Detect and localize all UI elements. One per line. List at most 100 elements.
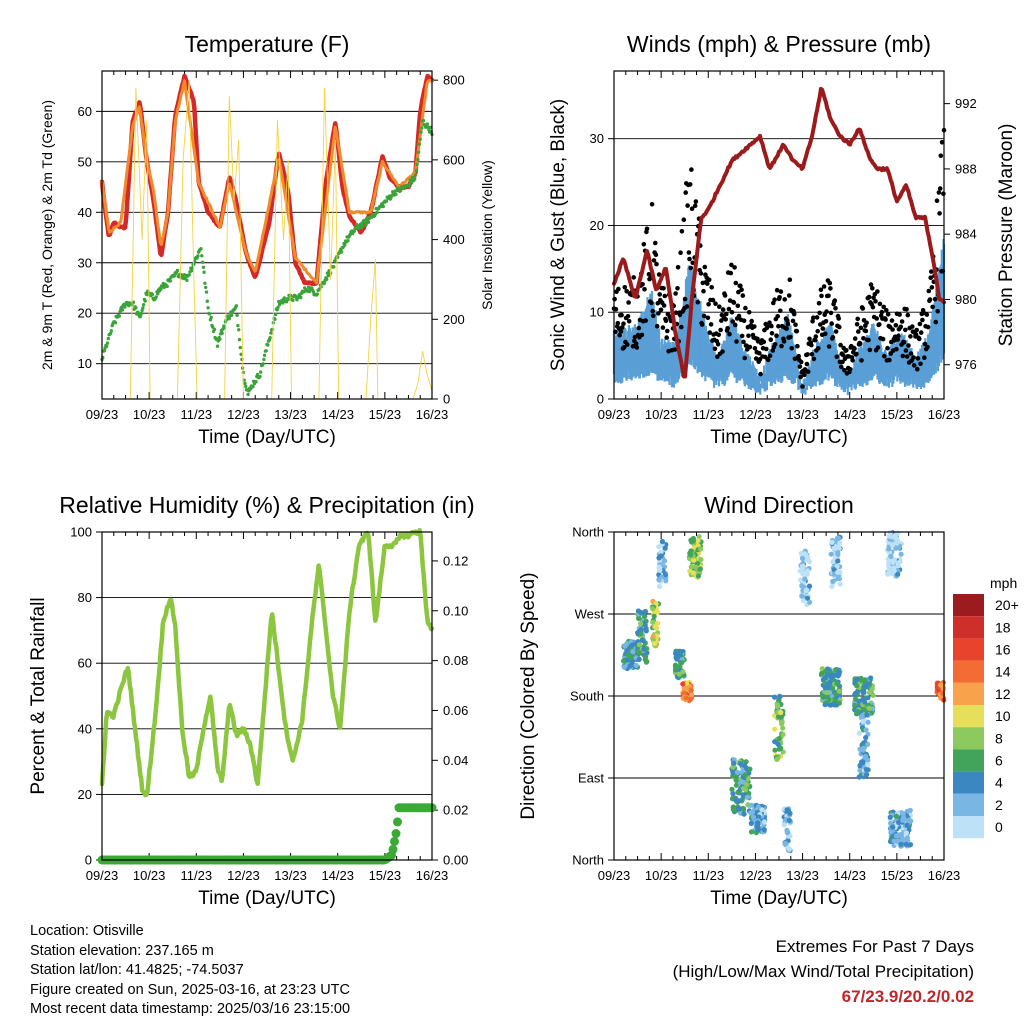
dewpoint-point	[421, 118, 426, 123]
wind-gust-point	[677, 312, 683, 318]
direction-point	[833, 691, 839, 697]
wind-gust-point	[644, 226, 650, 232]
legend-swatch	[953, 727, 984, 750]
direction-point	[895, 571, 901, 577]
wind-gust-point	[715, 342, 721, 347]
wind-gust-point	[898, 324, 904, 330]
wind-gust-point	[881, 304, 886, 310]
legend-label: 16	[995, 642, 1011, 658]
wind-gust-point	[867, 347, 873, 353]
dewpoint-point	[106, 336, 111, 341]
dewpoint-point	[291, 298, 295, 302]
wind-gust-point	[727, 331, 732, 337]
latlon-text: Station lat/lon: 41.4825; -74.5037	[30, 962, 244, 978]
wind-gust-point	[837, 324, 842, 330]
direction-point	[896, 819, 902, 826]
direction-point	[755, 824, 761, 830]
y-tick-label: 0	[597, 392, 604, 407]
x-axis-label: Time (Day/UTC)	[198, 888, 336, 909]
y-tick-label: 10	[590, 305, 604, 320]
wind-gust-point	[911, 355, 916, 360]
wind-gust-point	[816, 346, 821, 351]
wind-gust-point	[705, 315, 711, 321]
wind-gust-point	[917, 321, 923, 327]
wind-gust-point	[821, 284, 827, 289]
direction-point	[854, 676, 860, 682]
direction-point	[860, 688, 867, 694]
direction-point	[865, 695, 871, 701]
x-tick-label: 13/23	[274, 407, 307, 422]
wind-gust-point	[900, 353, 906, 359]
dewpoint-point	[420, 126, 424, 130]
direction-point	[896, 832, 902, 838]
dewpoint-point	[140, 308, 144, 313]
direction-point	[804, 568, 811, 574]
wind-gust-point	[935, 309, 940, 314]
y-right-tick-label: 0	[443, 392, 450, 407]
dewpoint-point	[105, 344, 109, 348]
direction-point	[677, 663, 683, 669]
wind-gust-point	[641, 242, 647, 247]
dewpoint-point	[189, 269, 194, 273]
wind-gust-point	[918, 330, 924, 335]
dewpoint-point	[102, 349, 107, 353]
x-tick-label: 15/23	[881, 868, 914, 883]
station-pressure-series	[612, 86, 946, 379]
wind-gust-point	[903, 327, 908, 333]
direction-point	[674, 656, 680, 662]
wind-gust-point	[785, 321, 791, 327]
direction-point	[642, 613, 648, 619]
direction-point	[780, 725, 786, 731]
x-tick-label: 14/23	[833, 868, 866, 883]
y-right-axis-label: Station Pressure (Maroon)	[996, 124, 1017, 347]
wind-gust-point	[741, 339, 746, 345]
wind-gust-point	[761, 339, 767, 345]
wind-gust-point	[875, 289, 880, 294]
dewpoint-point	[154, 295, 158, 299]
direction-point	[895, 560, 901, 566]
direction-point	[774, 756, 781, 762]
wind-gust-point	[675, 286, 680, 291]
direction-point	[857, 762, 863, 769]
x-tick-label: 16/23	[928, 868, 961, 883]
x-tick-label: 16/23	[416, 868, 449, 883]
direction-point	[806, 583, 813, 589]
direction-point	[836, 688, 843, 694]
direction-point	[622, 643, 628, 649]
wind-gust-point	[817, 310, 822, 316]
direction-point	[630, 649, 636, 655]
wind-gust-point	[784, 326, 789, 331]
wind-gust-point	[834, 354, 840, 360]
x-tick-label: 09/23	[86, 868, 119, 883]
wind-gust-point	[929, 285, 935, 290]
dewpoint-point	[333, 259, 338, 263]
dewpoint-point	[237, 337, 242, 342]
dewpoint-point	[200, 260, 205, 264]
y-tick-label: 30	[590, 131, 604, 146]
wind-gust-point	[693, 199, 699, 204]
dewpoint-point	[134, 306, 138, 310]
direction-point	[772, 747, 778, 753]
direction-point	[656, 583, 663, 590]
direction-point	[777, 693, 783, 700]
wind-gust-point	[642, 287, 647, 292]
y-tick-label: 20	[78, 306, 92, 321]
y-tick-label: 40	[78, 205, 92, 220]
dewpoint-point	[244, 384, 248, 389]
dewpoint-point	[139, 311, 143, 316]
wind-gust-point	[874, 316, 879, 321]
wind-gust-point	[854, 351, 859, 357]
dewpoint-point	[131, 300, 136, 304]
dewpoint-point	[162, 285, 166, 290]
y-right-tick-label: 976	[955, 357, 977, 372]
x-tick-label: 14/23	[321, 407, 354, 422]
dewpoint-point	[288, 293, 293, 298]
y-tick-label: 80	[78, 590, 92, 605]
wind-gust-point	[621, 344, 627, 350]
direction-point	[690, 570, 696, 576]
wind-gust-point	[769, 331, 775, 336]
dewpoint-point	[364, 223, 368, 227]
wind-gust-point	[778, 308, 783, 314]
direction-point	[662, 572, 669, 578]
wind-gust-point	[688, 265, 694, 271]
